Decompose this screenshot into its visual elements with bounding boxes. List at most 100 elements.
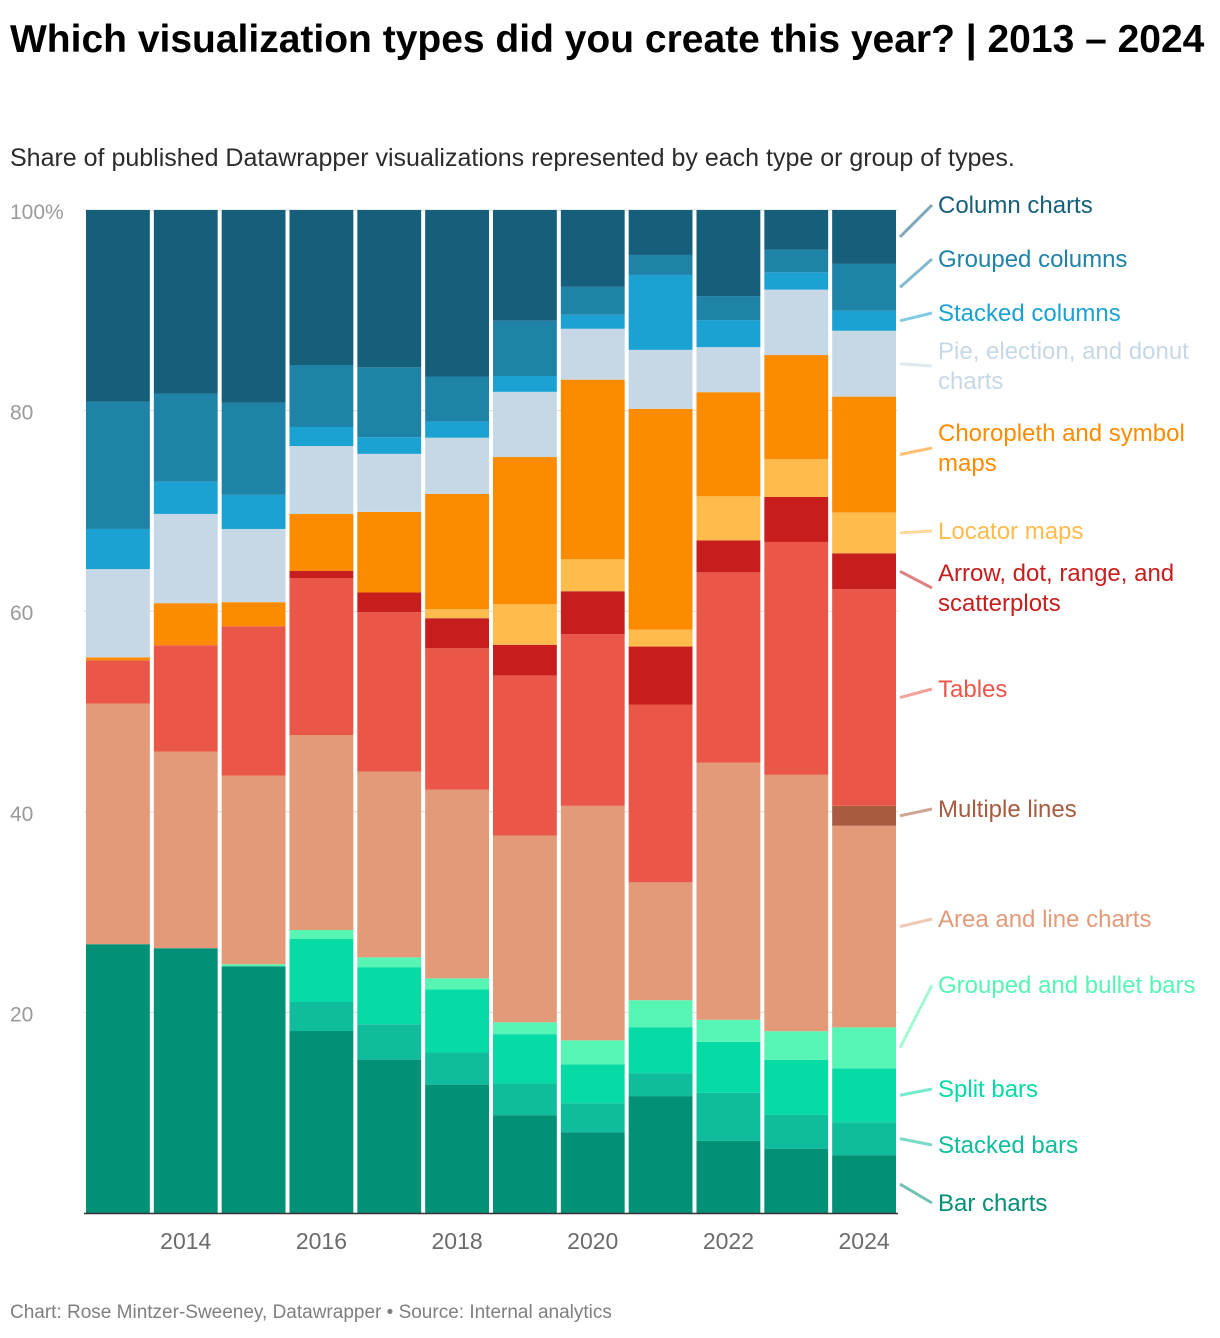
bar-segment: [696, 1140, 761, 1213]
legend-leader-line: [899, 1087, 933, 1097]
bar-segment: [764, 541, 829, 775]
bar-segment: [425, 421, 489, 438]
bar-segment: [289, 210, 354, 365]
legend-label-line: Split bars: [938, 1076, 1038, 1103]
bar-segment: [764, 210, 829, 250]
bar-segment: [289, 930, 354, 939]
direct-legend: Bar charts Stacked bars Split bars Grouped …: [898, 192, 1196, 1217]
legend-label: Arrow, dot, range, and scatterplots: [938, 560, 1174, 617]
bar-segment: [86, 703, 150, 945]
bar-segment: [628, 408, 693, 630]
bar-segment: [425, 493, 489, 610]
bar-segment: [560, 314, 625, 329]
bar-segment: [696, 1092, 761, 1141]
bar-segment: [628, 882, 693, 1001]
legend-label-line: Bar charts: [938, 1190, 1047, 1217]
legend-label-line: scatterplots: [938, 590, 1061, 617]
bar-segment: [628, 704, 693, 883]
bar-segment: [153, 948, 218, 1213]
bar-segment: [764, 1148, 829, 1213]
legend-leader-line: [899, 529, 933, 535]
y-tick-label: 80: [10, 402, 33, 425]
bar-segment: [628, 254, 693, 275]
x-tick-label: 2022: [703, 1228, 754, 1254]
bar-segment: [764, 1114, 829, 1149]
x-tick-label: 2024: [838, 1228, 889, 1254]
x-tick-label: 2014: [160, 1228, 211, 1254]
bar-segment: [425, 618, 489, 649]
bar-segment: [628, 646, 693, 705]
legend-label-line: maps: [938, 450, 997, 477]
legend-label-line: Choropleth and symbol: [938, 420, 1185, 447]
bar-segment: [493, 1083, 557, 1116]
bar-segment: [425, 648, 489, 790]
legend-label-line: Grouped columns: [938, 246, 1127, 273]
bar-segment: [221, 602, 286, 627]
bar-segment: [493, 376, 557, 392]
bar-segment: [357, 592, 422, 613]
bar-segment: [764, 272, 829, 290]
legend-label: Choropleth and symbol maps: [938, 420, 1185, 477]
bar-segment: [357, 771, 422, 958]
bar-segment: [357, 453, 422, 512]
bar-segment: [628, 349, 693, 409]
legend-label-line: Stacked bars: [938, 1132, 1078, 1159]
bar-segment: [832, 1068, 896, 1123]
bar-segment: [560, 286, 625, 315]
legend-leader-line: [899, 446, 933, 456]
bar-segment: [560, 210, 625, 287]
bar-segment: [493, 1034, 557, 1084]
bar-segment: [628, 1096, 693, 1213]
bar-segment: [357, 210, 422, 368]
bar-segment: [628, 1027, 693, 1074]
bar-segment: [153, 393, 218, 482]
bar-segment: [696, 296, 761, 321]
bar-segment: [832, 310, 896, 331]
bar-segment: [832, 825, 896, 1028]
bar-segment: [86, 528, 150, 570]
bar-segment: [289, 365, 354, 427]
chart-subtitle: Share of published Datawrapper visualiza…: [10, 144, 1015, 172]
bar-segment: [764, 459, 829, 498]
bar-segment: [357, 1024, 422, 1060]
bar-segment: [560, 1103, 625, 1133]
bar-segment: [696, 392, 761, 497]
legend-label: Multiple lines: [938, 796, 1077, 823]
bar-segment: [221, 775, 286, 965]
bar-segment: [832, 396, 896, 513]
legend-label-line: Locator maps: [938, 518, 1083, 545]
bar-segment: [289, 735, 354, 930]
bar-segment: [153, 751, 218, 949]
x-tick-label: 2020: [567, 1228, 618, 1254]
bar-segment: [425, 1084, 489, 1213]
bar-segment: [493, 457, 557, 605]
legend-label-line: Stacked columns: [938, 300, 1121, 327]
bar-segment: [832, 512, 896, 554]
bar-segment: [696, 1041, 761, 1093]
bar-segment: [628, 629, 693, 647]
legend-label-line: Area and line charts: [938, 906, 1151, 933]
bar-segment: [832, 1155, 896, 1213]
bar-segment: [696, 762, 761, 1020]
legend-leader-line: [899, 917, 933, 929]
bar-segment: [221, 494, 286, 529]
bar-segment: [764, 1059, 829, 1115]
bar-segment: [289, 939, 354, 1002]
bar-segment: [832, 553, 896, 590]
bar-segment: [153, 513, 218, 604]
bar-segment: [289, 514, 354, 571]
legend-label: Split bars: [938, 1076, 1038, 1103]
legend-label-line: Grouped and bullet bars: [938, 972, 1196, 999]
bar-segment: [357, 1059, 422, 1213]
legend-label-line: charts: [938, 368, 1003, 395]
bar-segment: [86, 944, 150, 1213]
bar-segment: [425, 989, 489, 1053]
legend-leader-line: [898, 203, 934, 239]
bar-segment: [493, 1022, 557, 1035]
bar-segment: [696, 210, 761, 297]
bar-segment: [832, 805, 896, 826]
bar-segment: [628, 274, 693, 350]
bar-segment: [289, 1002, 354, 1031]
legend-label: Area and line charts: [938, 906, 1151, 933]
bar-segment: [425, 376, 489, 422]
